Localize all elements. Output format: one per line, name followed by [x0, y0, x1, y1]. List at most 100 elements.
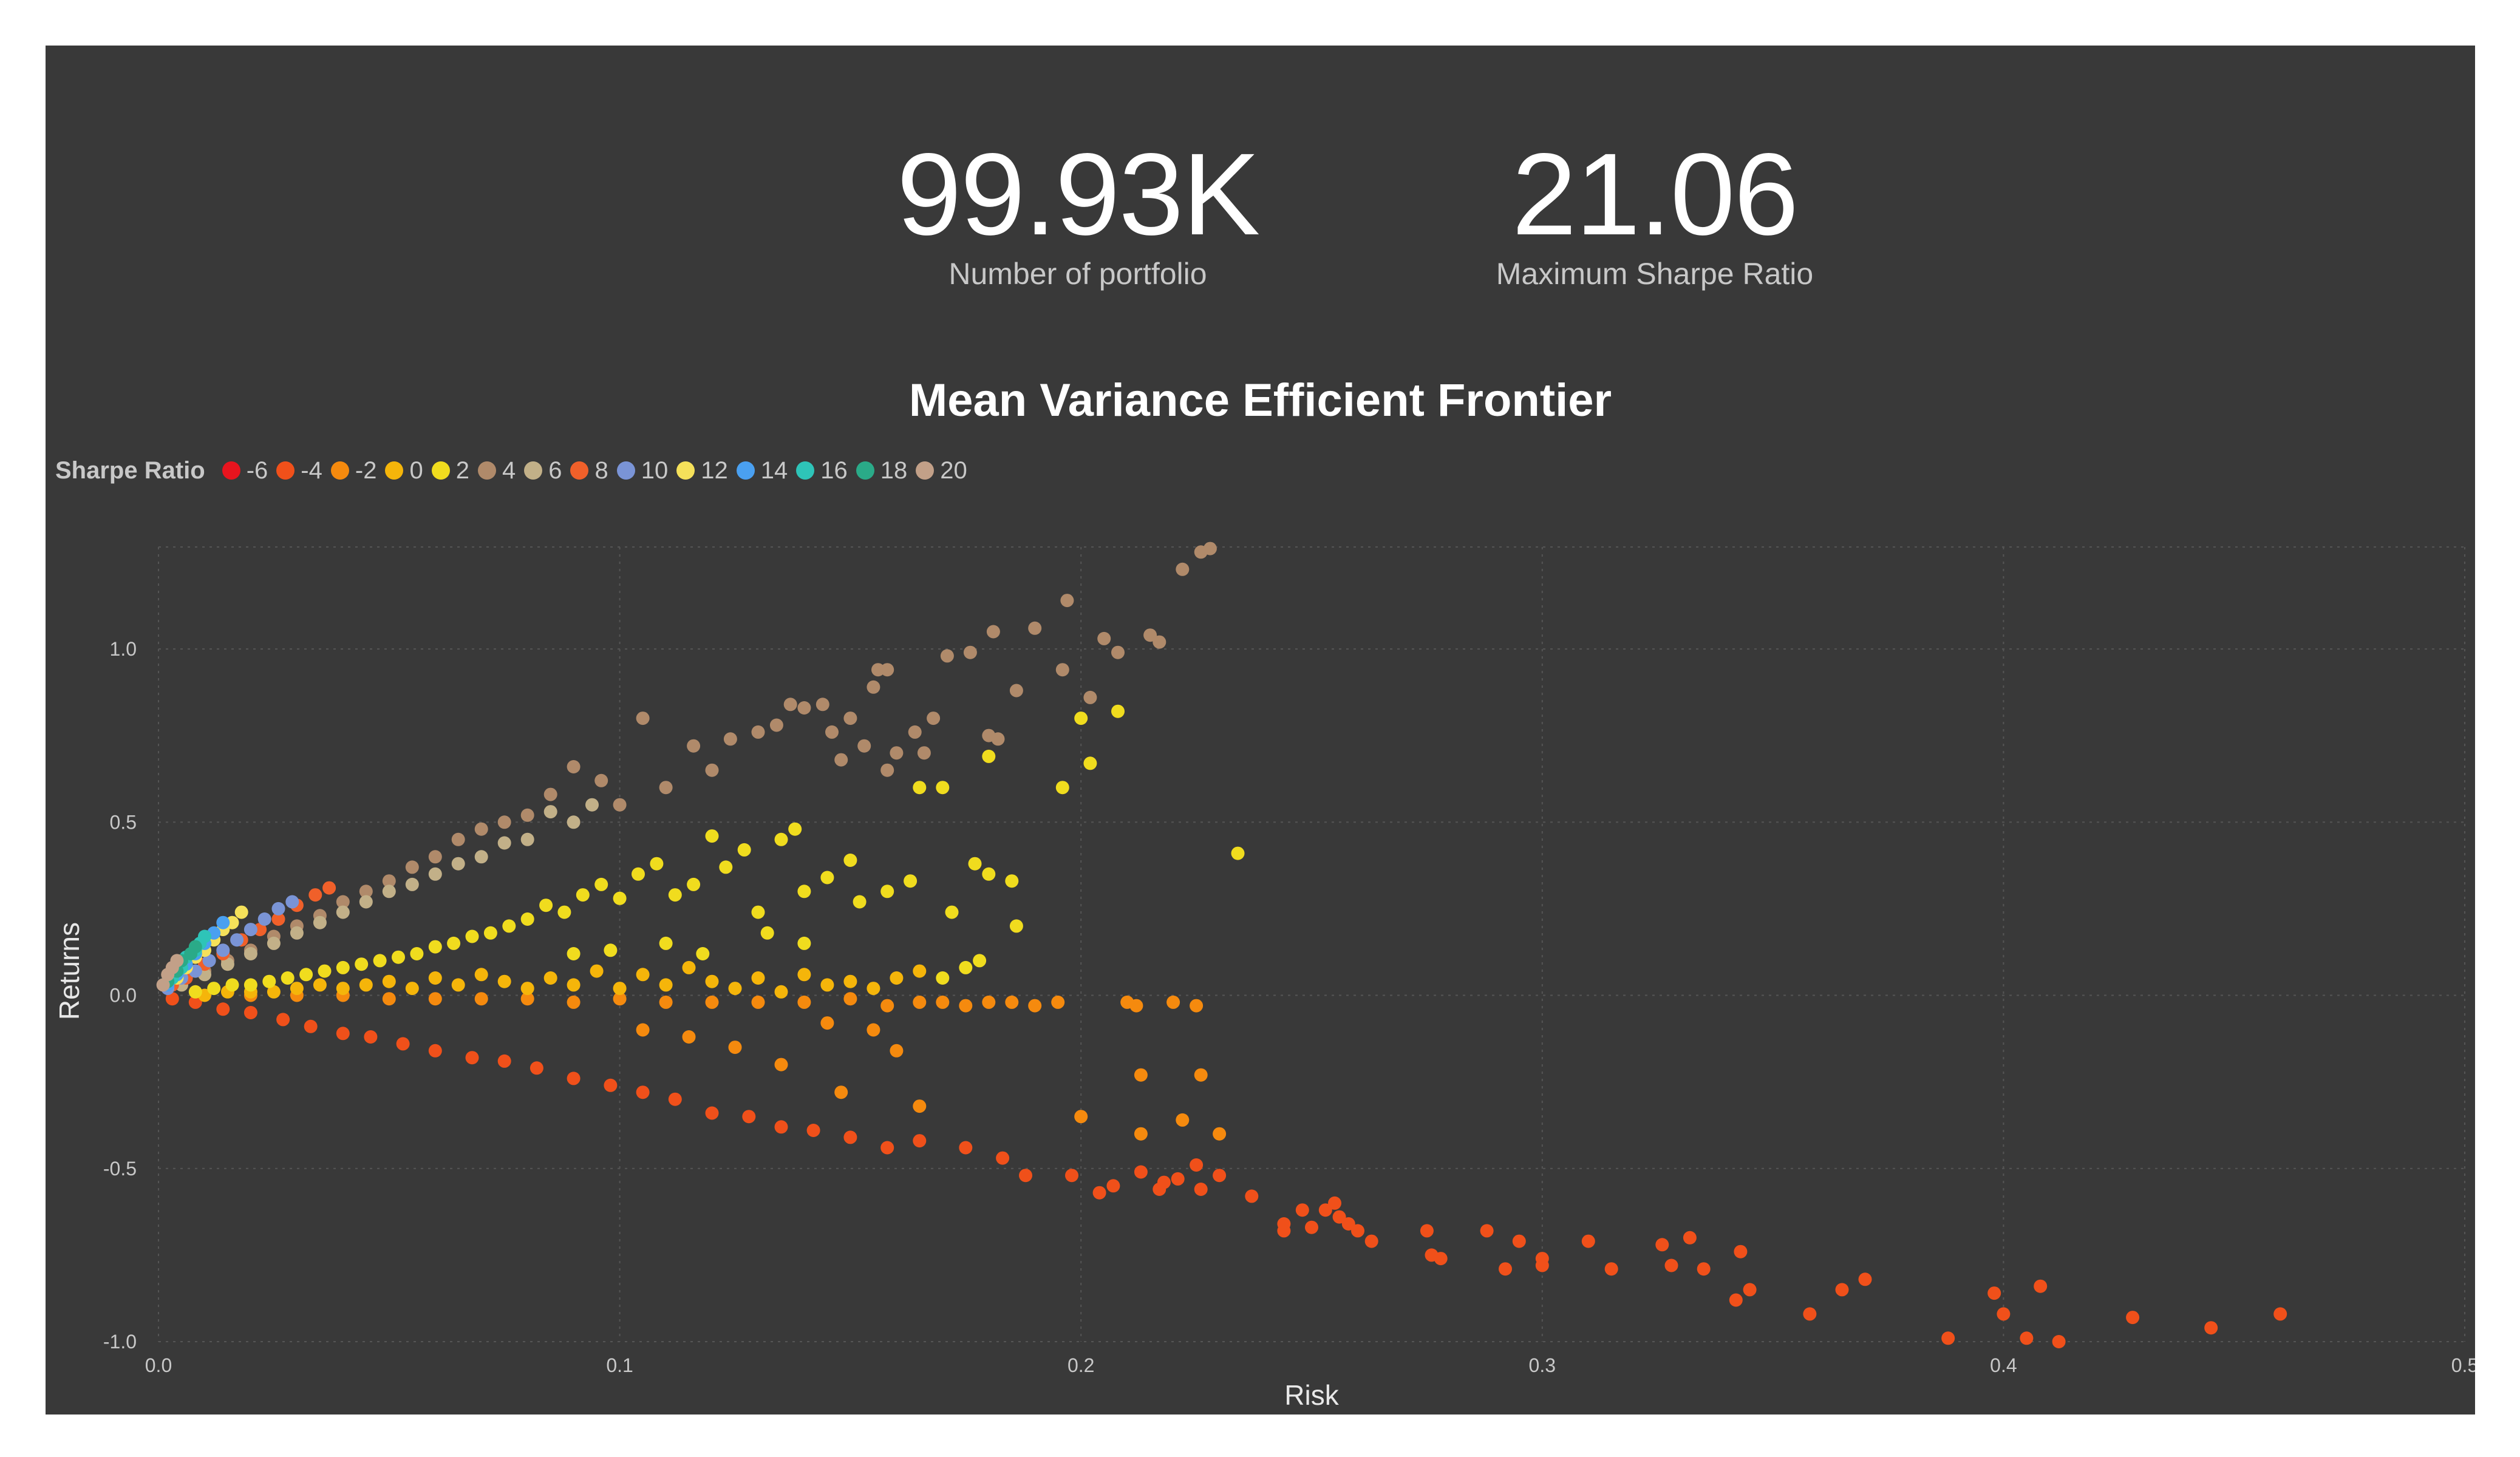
data-point[interactable] [1060, 594, 1074, 608]
data-point[interactable] [267, 985, 281, 999]
data-point[interactable] [880, 1141, 894, 1155]
data-point[interactable] [1655, 1238, 1669, 1252]
data-point[interactable] [1074, 712, 1088, 725]
data-point[interactable] [530, 1061, 543, 1075]
data-point[interactable] [1941, 1331, 1955, 1345]
legend-item[interactable]: -2 [330, 457, 376, 484]
data-point[interactable] [290, 982, 304, 996]
data-point[interactable] [1535, 1258, 1549, 1272]
data-point[interactable] [1987, 1286, 2001, 1300]
data-point[interactable] [156, 978, 170, 992]
data-point[interactable] [1318, 1203, 1332, 1217]
data-point[interactable] [867, 1023, 880, 1037]
data-point[interactable] [1803, 1307, 1817, 1321]
data-point[interactable] [820, 871, 834, 885]
data-point[interactable] [428, 940, 442, 954]
data-point[interactable] [936, 971, 950, 985]
data-point[interactable] [1697, 1262, 1711, 1276]
data-point[interactable] [913, 964, 927, 978]
data-point[interactable] [659, 978, 673, 992]
data-point[interactable] [567, 947, 581, 960]
data-point[interactable] [1351, 1224, 1364, 1238]
data-point[interactable] [843, 712, 857, 725]
data-point[interactable] [497, 974, 511, 988]
data-point[interactable] [1092, 1186, 1106, 1200]
data-point[interactable] [986, 625, 1000, 639]
data-point[interactable] [336, 895, 350, 909]
data-point[interactable] [890, 746, 904, 760]
data-point[interactable] [243, 947, 257, 960]
data-point[interactable] [313, 978, 327, 992]
legend-item[interactable]: 10 [616, 457, 668, 484]
data-point[interactable] [474, 992, 488, 1006]
data-point[interactable] [322, 881, 336, 895]
data-point[interactable] [1425, 1248, 1439, 1262]
data-point[interactable] [2273, 1307, 2287, 1321]
data-point[interactable] [1120, 995, 1134, 1009]
data-point[interactable] [359, 885, 373, 898]
data-point[interactable] [820, 978, 834, 992]
legend-item[interactable]: 20 [916, 457, 967, 484]
data-point[interactable] [880, 885, 894, 898]
data-point[interactable] [857, 739, 871, 753]
data-point[interactable] [1153, 1183, 1166, 1196]
legend-item[interactable]: 16 [796, 457, 848, 484]
data-point[interactable] [202, 954, 216, 968]
data-point[interactable] [382, 974, 396, 988]
data-point[interactable] [945, 905, 959, 919]
legend-item[interactable]: 6 [524, 457, 562, 484]
data-point[interactable] [299, 968, 313, 982]
data-point[interactable] [1213, 1169, 1227, 1183]
data-point[interactable] [405, 982, 419, 996]
data-point[interactable] [520, 982, 534, 996]
data-point[interactable] [1190, 999, 1204, 1013]
data-point[interactable] [474, 850, 488, 864]
data-point[interactable] [225, 978, 239, 992]
data-point[interactable] [853, 895, 867, 909]
data-point[interactable] [636, 968, 650, 982]
data-point[interactable] [968, 857, 982, 871]
data-point[interactable] [843, 992, 857, 1006]
data-point[interactable] [161, 968, 175, 982]
data-point[interactable] [474, 822, 488, 836]
data-point[interactable] [982, 995, 996, 1009]
data-point[interactable] [1277, 1224, 1291, 1238]
data-point[interactable] [769, 718, 783, 732]
legend-item[interactable]: 8 [570, 457, 608, 484]
data-point[interactable] [165, 992, 179, 1006]
data-point[interactable] [751, 971, 765, 985]
data-point[interactable] [774, 832, 788, 846]
data-point[interactable] [1028, 999, 1042, 1013]
legend-item[interactable]: -4 [276, 457, 322, 484]
data-point[interactable] [687, 739, 701, 753]
data-point[interactable] [382, 992, 396, 1006]
data-point[interactable] [982, 749, 996, 763]
data-point[interactable] [304, 1019, 318, 1033]
data-point[interactable] [636, 1085, 650, 1099]
data-point[interactable] [705, 995, 719, 1009]
data-point[interactable] [705, 763, 719, 777]
data-point[interactable] [1604, 1262, 1618, 1276]
data-point[interactable] [751, 725, 765, 739]
data-point[interactable] [843, 854, 857, 867]
data-point[interactable] [913, 1134, 927, 1148]
data-point[interactable] [392, 950, 405, 964]
data-point[interactable] [207, 982, 221, 996]
data-point[interactable] [428, 992, 442, 1006]
legend-item[interactable]: 0 [385, 457, 423, 484]
data-point[interactable] [2052, 1335, 2066, 1348]
data-point[interactable] [1083, 756, 1097, 770]
data-point[interactable] [1111, 645, 1125, 659]
data-point[interactable] [285, 895, 299, 909]
data-point[interactable] [557, 905, 571, 919]
data-point[interactable] [1097, 631, 1111, 645]
data-point[interactable] [1190, 1158, 1204, 1172]
data-point[interactable] [871, 663, 885, 677]
data-point[interactable] [797, 968, 811, 982]
data-point[interactable] [913, 995, 927, 1009]
data-point[interactable] [774, 985, 788, 999]
data-point[interactable] [382, 874, 396, 888]
data-point[interactable] [1194, 1068, 1208, 1082]
data-point[interactable] [1194, 1183, 1208, 1196]
data-point[interactable] [543, 971, 557, 985]
